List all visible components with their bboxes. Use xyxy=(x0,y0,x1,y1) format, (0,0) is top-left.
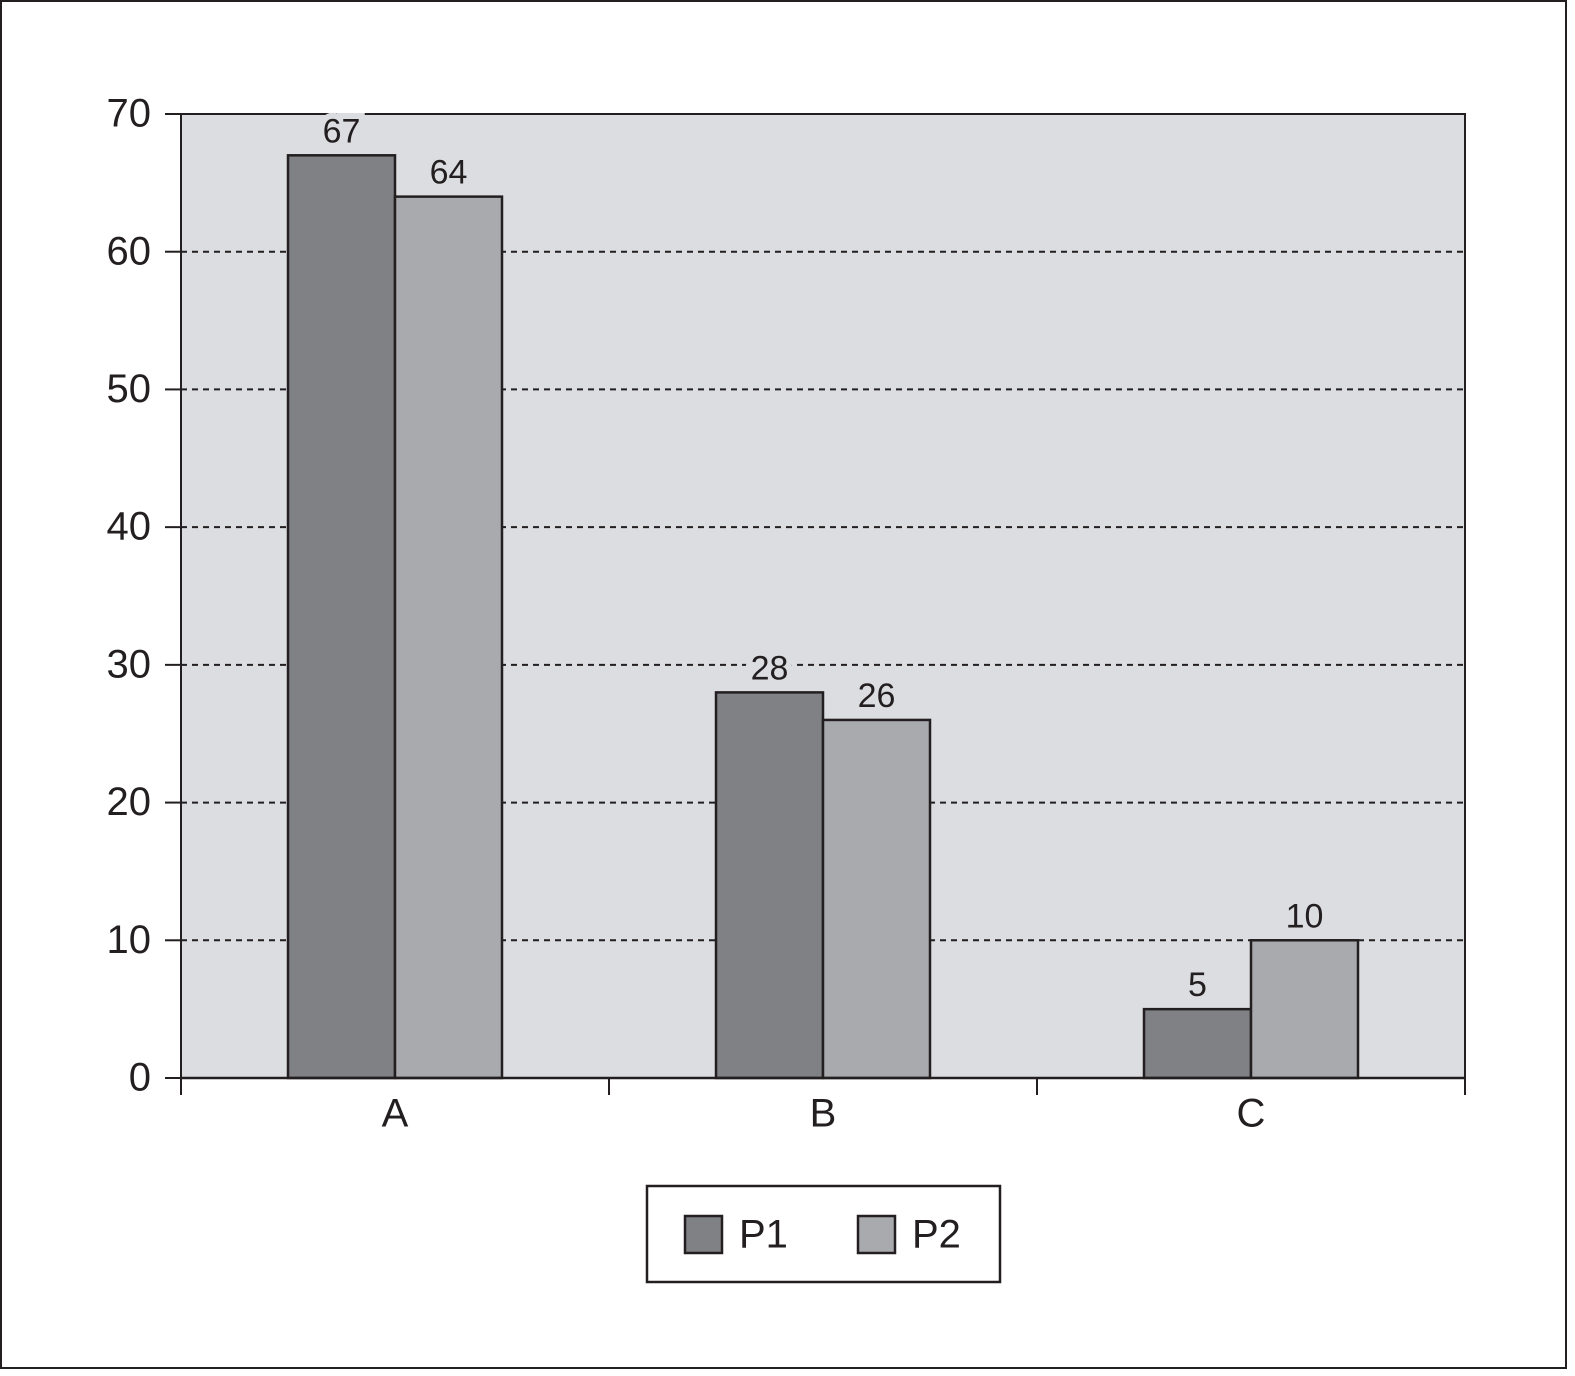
legend-label: P1 xyxy=(739,1213,788,1257)
y-tick-label: 0 xyxy=(129,1056,151,1100)
bar xyxy=(714,691,825,1080)
value-label: 5 xyxy=(1188,966,1207,1004)
value-label: 64 xyxy=(430,154,468,192)
value-label: 10 xyxy=(1286,897,1324,935)
y-tick-label: 10 xyxy=(107,918,152,962)
y-tick-label: 30 xyxy=(107,642,152,686)
bar xyxy=(1249,939,1360,1080)
x-tick-label: A xyxy=(382,1092,409,1136)
x-tick-label: C xyxy=(1237,1092,1266,1136)
y-tick-label: 50 xyxy=(107,367,152,411)
value-label: 28 xyxy=(751,649,789,687)
bar xyxy=(1142,1007,1253,1080)
y-tick-label: 20 xyxy=(107,780,152,824)
bar xyxy=(821,718,932,1080)
y-tick-label: 60 xyxy=(107,229,152,273)
y-tick-label: 40 xyxy=(107,505,152,549)
legend-swatch xyxy=(856,1214,897,1255)
legend-swatch xyxy=(683,1214,724,1255)
x-tick-label: B xyxy=(810,1092,837,1136)
bar xyxy=(393,195,504,1080)
bar xyxy=(286,154,397,1080)
legend-label: P2 xyxy=(912,1213,961,1257)
value-label: 67 xyxy=(323,112,361,150)
value-label: 26 xyxy=(858,677,896,715)
y-tick-label: 70 xyxy=(107,92,152,136)
